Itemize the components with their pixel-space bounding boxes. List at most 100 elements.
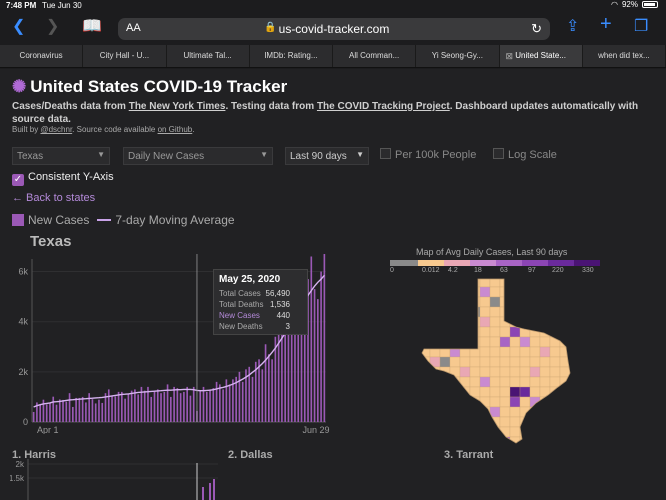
- county-cell: [459, 376, 471, 388]
- scale-swatch: [574, 260, 600, 266]
- bar: [147, 386, 149, 422]
- browser-tab[interactable]: when did tex...: [583, 45, 666, 67]
- county-cell: [529, 336, 541, 348]
- chart-tooltip: May 25, 2020 Total Cases 56,490 Total Dea…: [213, 269, 308, 335]
- bar: [209, 389, 211, 422]
- county-cell: [422, 326, 431, 338]
- scale-swatch: [390, 260, 418, 266]
- tooltip-row: New Cases 440: [219, 311, 290, 320]
- county-cell: [449, 356, 461, 368]
- tooltip-row: New Deaths 3: [219, 322, 290, 331]
- logscale-checkbox[interactable]: Log Scale: [493, 148, 557, 161]
- back-icon[interactable]: ❮: [12, 18, 26, 35]
- checkmark-icon[interactable]: ✓: [12, 174, 24, 186]
- author-link[interactable]: @dschnr: [40, 125, 73, 134]
- tooltip-row: Total Cases 56,490: [219, 289, 290, 298]
- county-cell: [429, 286, 441, 298]
- cases-chart[interactable]: 0 2k 4k 6k Apr 1 Jun 29: [10, 254, 330, 434]
- county-cell: [539, 376, 551, 388]
- back-to-states-link[interactable]: ← Back to states: [12, 192, 96, 204]
- bar: [212, 388, 215, 422]
- county-cell: [519, 376, 531, 388]
- texas-outline: [421, 278, 571, 444]
- url-text: us-covid-tracker.com: [278, 22, 390, 36]
- browser-tab[interactable]: Coronavirus: [0, 45, 84, 67]
- county-cell: [489, 326, 501, 338]
- bookmarks-icon[interactable]: 📖: [82, 18, 102, 35]
- county-cell: [519, 416, 531, 428]
- browser-tab[interactable]: Yi Seong-Gy...: [416, 45, 500, 67]
- y-tick-label: 0: [23, 417, 28, 427]
- county-cell: [529, 376, 541, 388]
- county-cell: [499, 296, 511, 308]
- tabs-overview-icon[interactable]: ❐: [634, 18, 649, 35]
- share-icon[interactable]: ⇪: [566, 18, 580, 35]
- browser-tab[interactable]: ⊠ United State...: [499, 45, 583, 67]
- bar: [39, 404, 41, 422]
- metric-select[interactable]: Daily New Cases ▼: [123, 147, 273, 165]
- state-select[interactable]: Texas ▼: [12, 147, 110, 165]
- per100k-checkbox[interactable]: Per 100k People: [380, 148, 476, 161]
- covid-tracking-link[interactable]: The COVID Tracking Project: [316, 101, 450, 112]
- address-bar[interactable]: AA 🔒 us-covid-tracker.com ↻: [118, 18, 550, 40]
- county-cell: [449, 396, 461, 408]
- bar: [163, 391, 166, 422]
- bar: [215, 381, 218, 422]
- county-cell: [479, 279, 491, 288]
- county-cell: [422, 296, 431, 308]
- bar: [323, 254, 326, 422]
- county-cell: [479, 406, 491, 418]
- county-cell: [422, 416, 431, 428]
- county-cell: [529, 426, 541, 438]
- text-size-button[interactable]: AA: [126, 22, 141, 34]
- bar: [271, 359, 273, 422]
- bar: [58, 399, 61, 422]
- legend-bar-swatch: [12, 214, 24, 226]
- county-cell: [449, 326, 461, 338]
- browser-tab[interactable]: Ultimate Tal...: [167, 45, 250, 67]
- county-cell: [529, 406, 541, 418]
- browser-tab[interactable]: All Comman...: [333, 45, 417, 67]
- county-cell: [422, 306, 431, 318]
- bar: [287, 329, 290, 422]
- bar: [94, 403, 97, 422]
- county-cell: [569, 416, 570, 428]
- range-select[interactable]: Last 90 days ▼: [285, 147, 369, 165]
- checkbox-box[interactable]: [493, 148, 504, 159]
- county-cell: [479, 306, 491, 318]
- county-cell: [559, 426, 570, 438]
- github-link[interactable]: on Github: [157, 125, 193, 134]
- consistent-y-axis-checkbox[interactable]: ✓ Consistent Y-Axis: [12, 171, 114, 186]
- bar: [65, 401, 68, 422]
- county-cell: [559, 279, 570, 288]
- forward-icon[interactable]: ❯: [46, 18, 60, 35]
- bar: [310, 256, 313, 422]
- county-cell: [449, 286, 461, 298]
- county-cell: [422, 396, 431, 408]
- nyt-link[interactable]: The New York Times: [128, 101, 226, 112]
- county-cell: [529, 436, 541, 443]
- county-cell: [499, 346, 511, 358]
- scale-swatch: [470, 260, 496, 266]
- browser-tab[interactable]: IMDb: Rating...: [250, 45, 333, 67]
- browser-tab[interactable]: City Hall - U...: [83, 45, 167, 67]
- scale-swatch: [444, 260, 470, 266]
- bar: [202, 487, 204, 500]
- close-tab-icon[interactable]: ⊠: [505, 51, 514, 61]
- bar: [55, 404, 58, 422]
- county-cell: [559, 416, 570, 428]
- bar: [297, 276, 300, 422]
- county-cell: [499, 316, 511, 328]
- reload-icon[interactable]: ↻: [531, 21, 542, 36]
- bar: [104, 393, 107, 422]
- bar: [143, 390, 146, 422]
- new-tab-icon[interactable]: +: [600, 13, 612, 35]
- county-cell: [489, 386, 501, 398]
- harris-chart[interactable]: 1.5k 2k: [10, 459, 220, 500]
- bar: [313, 289, 316, 422]
- bar: [199, 390, 202, 422]
- county-cell: [469, 376, 481, 388]
- texas-county-map[interactable]: [420, 277, 580, 447]
- county-cell: [459, 316, 471, 328]
- checkbox-box[interactable]: [380, 148, 391, 159]
